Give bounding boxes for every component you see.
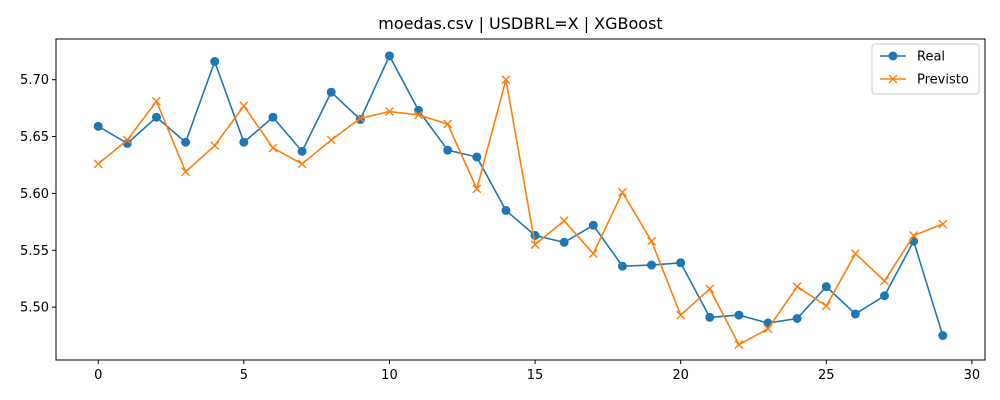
data-point-real xyxy=(850,309,860,319)
data-point-previsto xyxy=(93,159,103,169)
data-point-previsto xyxy=(239,101,249,111)
data-point-previsto xyxy=(501,75,511,85)
data-point-real xyxy=(792,313,802,323)
data-point-previsto xyxy=(443,119,453,129)
x-tick-label: 0 xyxy=(94,368,102,383)
data-point-real xyxy=(734,310,744,320)
data-point-previsto xyxy=(909,230,919,240)
data-point-previsto xyxy=(821,301,831,311)
data-point-real xyxy=(443,145,453,155)
data-point-real xyxy=(880,291,890,301)
data-point-real xyxy=(181,137,191,147)
series-previsto xyxy=(93,75,948,350)
data-point-real xyxy=(414,105,424,115)
data-point-previsto xyxy=(850,249,860,259)
data-point-real xyxy=(588,220,598,230)
data-point-real xyxy=(297,146,307,156)
y-tick-label: 5.65 xyxy=(20,130,49,145)
x-tick-label: 15 xyxy=(527,368,544,383)
series-real xyxy=(93,51,948,341)
series-line-real xyxy=(97,54,944,336)
data-point-real xyxy=(93,121,103,131)
y-tick-label: 5.50 xyxy=(20,301,49,316)
data-point-real xyxy=(501,205,511,215)
y-tick-label: 5.60 xyxy=(20,187,49,202)
data-point-previsto xyxy=(414,110,424,120)
data-point-previsto xyxy=(792,282,802,292)
data-point-previsto xyxy=(938,219,948,229)
data-point-real xyxy=(472,152,482,162)
data-point-real xyxy=(326,87,336,97)
legend-marker-real xyxy=(888,51,898,61)
data-point-previsto xyxy=(734,340,744,350)
legend-marker-previsto xyxy=(888,74,898,84)
plot-frame xyxy=(55,38,986,361)
data-point-previsto xyxy=(472,184,482,194)
data-point-real xyxy=(676,258,686,268)
data-point-previsto xyxy=(181,167,191,177)
legend-label-previsto: Previsto xyxy=(917,73,969,88)
y-tick-label: 5.55 xyxy=(20,244,49,259)
data-point-real xyxy=(938,331,948,341)
x-tick-label: 5 xyxy=(240,368,248,383)
data-point-previsto xyxy=(122,135,132,145)
data-point-previsto xyxy=(676,310,686,320)
y-tick-label: 5.70 xyxy=(20,73,49,88)
data-point-previsto xyxy=(268,143,278,153)
x-tick-label: 10 xyxy=(381,368,398,383)
data-point-real xyxy=(617,261,627,271)
data-point-previsto xyxy=(559,216,569,226)
chart-title: moedas.csv | USDBRL=X | XGBoost xyxy=(378,14,662,33)
data-point-previsto xyxy=(880,276,890,286)
legend: Real Previsto xyxy=(871,43,980,95)
data-point-real xyxy=(210,57,220,67)
data-point-previsto xyxy=(384,107,394,117)
x-tick-label: 25 xyxy=(818,368,835,383)
data-point-previsto xyxy=(763,324,773,334)
data-point-previsto xyxy=(617,187,627,197)
data-point-real xyxy=(559,237,569,247)
data-point-previsto xyxy=(355,113,365,123)
data-point-real xyxy=(151,112,161,122)
x-tick-label: 30 xyxy=(964,368,981,383)
data-point-real xyxy=(821,282,831,292)
data-point-previsto xyxy=(530,240,540,250)
data-point-real xyxy=(647,260,657,270)
data-point-real xyxy=(384,51,394,61)
series-line-previsto xyxy=(97,79,944,346)
x-tick-label: 20 xyxy=(672,368,689,383)
legend-label-real: Real xyxy=(917,50,945,65)
data-point-previsto xyxy=(326,135,336,145)
data-point-previsto xyxy=(297,159,307,169)
data-point-real xyxy=(268,112,278,122)
data-point-real xyxy=(239,137,249,147)
data-point-previsto xyxy=(151,96,161,106)
data-point-previsto xyxy=(705,284,715,294)
data-point-previsto xyxy=(588,249,598,259)
data-point-real xyxy=(705,312,715,322)
data-point-previsto xyxy=(210,141,220,151)
data-point-previsto xyxy=(647,236,657,246)
